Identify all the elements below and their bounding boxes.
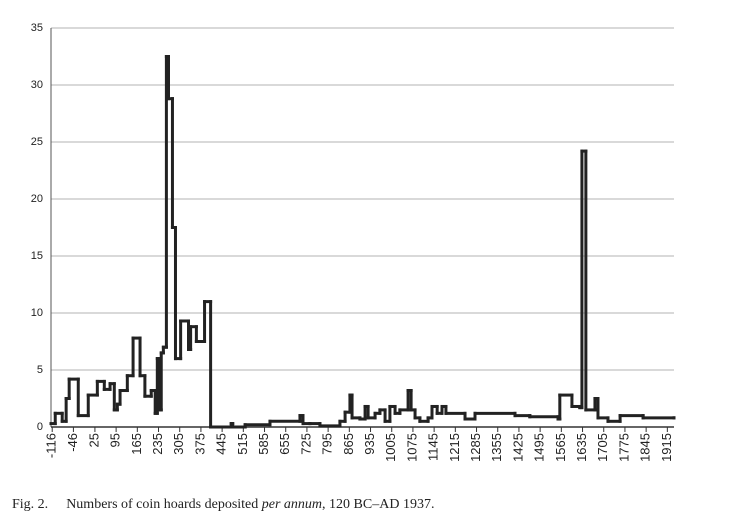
chart: 0 5 10 15 20 25 30 35 -116 -46 25 95 165 235 305 375 445… <box>31 22 676 462</box>
x-tick-label: 865 <box>341 433 356 455</box>
x-tick-label: 1215 <box>447 433 462 462</box>
x-tick-label: 375 <box>192 433 207 455</box>
caption-text-end: , 120 BC–AD 1937. <box>322 497 435 512</box>
x-tick-label: 725 <box>298 433 313 455</box>
x-tick-label: -46 <box>65 433 80 452</box>
x-tick-label: 95 <box>108 433 123 447</box>
x-tick-label: 25 <box>86 433 101 447</box>
y-tick-label: 15 <box>31 250 43 262</box>
y-tick-label: 35 <box>31 22 43 34</box>
y-tick-label: 25 <box>31 136 43 148</box>
caption: Fig. 2. Numbers of coin hoards deposited … <box>12 497 434 513</box>
x-tick-label: 1355 <box>489 433 504 462</box>
x-tick-label: 1285 <box>468 433 483 462</box>
x-tick-label: 1915 <box>659 433 674 462</box>
x-tick-label: 1075 <box>404 433 419 462</box>
x-tick-label: 1005 <box>383 433 398 462</box>
x-tick-label: 655 <box>277 433 292 455</box>
caption-emphasis: per annum <box>261 497 323 512</box>
y-tick-label: 10 <box>31 307 43 319</box>
caption-label: Fig. 2. <box>12 497 49 512</box>
x-tick-label: -116 <box>44 433 59 458</box>
caption-text: Numbers of coin hoards deposited <box>66 497 262 512</box>
x-tick-label: 585 <box>256 433 271 455</box>
x-tick-label: 1495 <box>532 433 547 462</box>
x-tick-label: 165 <box>129 433 144 455</box>
y-tick-label: 0 <box>37 421 43 433</box>
x-tick-label: 935 <box>362 433 377 455</box>
x-tick-label: 1425 <box>510 433 525 462</box>
x-tick-label: 1845 <box>638 433 653 462</box>
x-tick-label: 1705 <box>595 433 610 462</box>
y-tick-label: 30 <box>31 79 43 91</box>
x-tick-label: 235 <box>150 433 165 455</box>
x-tick-label: 1565 <box>553 433 568 462</box>
x-tick-label: 1635 <box>574 433 589 462</box>
x-tick-label: 515 <box>235 433 250 455</box>
x-tick-label: 1145 <box>426 433 441 461</box>
x-tick-label: 445 <box>214 433 229 455</box>
y-tick-label: 5 <box>37 364 43 376</box>
x-tick-label: 305 <box>171 433 186 455</box>
x-tick-label: 795 <box>320 433 335 455</box>
y-tick-label: 20 <box>31 193 43 205</box>
x-tick-label: 1775 <box>616 433 631 462</box>
